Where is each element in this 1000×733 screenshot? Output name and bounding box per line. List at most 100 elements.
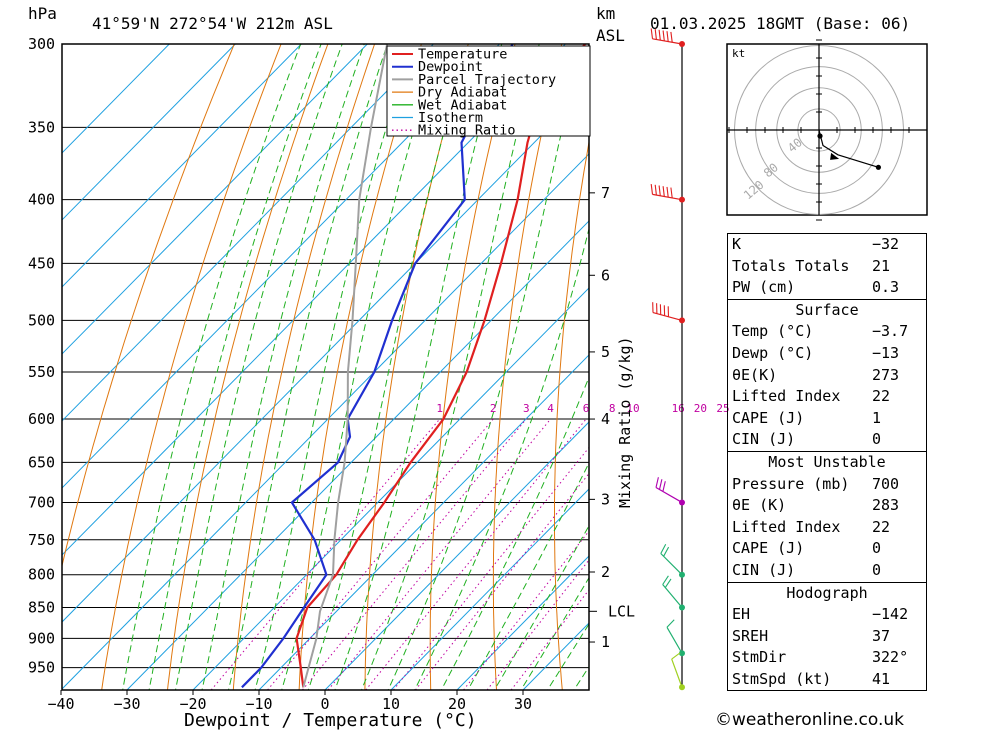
pressure-tick-label: 850 [28, 599, 55, 617]
x-tick-label: 0 [320, 695, 329, 713]
x-tick-label: 10 [382, 695, 400, 713]
dry-adiabat-line [232, 44, 376, 690]
wind-barb-flag [654, 184, 657, 196]
wind-barb [652, 38, 683, 45]
index-value: −142 [872, 605, 909, 624]
wind-profile [650, 28, 685, 691]
isotherm-line [62, 44, 500, 489]
mixing-ratio-label: 6 [583, 402, 590, 415]
wind-barb [662, 584, 683, 608]
dry-adiabat-line [429, 44, 516, 690]
mixing-ratio-label: 10 [626, 402, 639, 415]
isotherm-line [62, 44, 236, 221]
height-ref: ASL [596, 26, 625, 45]
index-label: Lifted Index [732, 387, 841, 406]
pressure-tick-label: 900 [28, 629, 55, 647]
index-row: SREH 37 [728, 626, 926, 648]
wind-barb-flag [666, 31, 669, 42]
dewpoint-line [241, 44, 514, 689]
wet-adiabat-line [546, 623, 589, 690]
wet-adiabat-line [174, 44, 343, 690]
x-tick-label: 20 [448, 695, 466, 713]
wind-barb-flag [666, 186, 669, 198]
isotherm-line [62, 44, 170, 154]
index-label: PW (cm) [732, 278, 796, 297]
wind-barb-flag [658, 29, 661, 41]
wind-barb-flag [662, 186, 665, 197]
index-label: K [732, 235, 742, 253]
index-row: CIN (J) 0 [728, 560, 926, 582]
index-row: Pressure (mb) 700 [728, 474, 926, 496]
mixing-ratio-label: 1 [436, 402, 443, 415]
wet-adiabat-line [227, 44, 388, 690]
index-value: 322° [872, 648, 909, 667]
dry-adiabat-line [364, 44, 469, 690]
wind-barb-flag [670, 31, 673, 43]
x-tick-label: −10 [245, 695, 272, 713]
index-value: 0 [872, 430, 882, 449]
pressure-tick-label: 550 [28, 363, 55, 381]
wet-adiabat-line [387, 44, 583, 690]
index-row: Lifted Index 22 [728, 517, 926, 539]
height-tick-label: 5 [601, 343, 610, 361]
index-row: Temp (°C) −3.7 [728, 321, 926, 343]
mixing-ratio-line [302, 418, 527, 690]
surface-indices: Surface Temp (°C) −3.7 Dewp (°C) −13 θE(K) 273… [727, 298, 927, 451]
hodograph-start-point [817, 133, 823, 139]
dry-adiabat-line [492, 44, 563, 690]
index-label: SREH [732, 626, 769, 645]
index-value: 0 [872, 539, 882, 558]
index-value: 22 [872, 517, 891, 536]
wet-adiabat-line [440, 375, 589, 690]
index-label: Dewp (°C) [732, 343, 814, 362]
index-label: Totals Totals [732, 256, 850, 275]
profile-series [241, 44, 586, 689]
height-tick-label: 6 [601, 266, 610, 284]
pressure-tick-label: 600 [28, 410, 55, 428]
wet-adiabat-line [201, 44, 365, 690]
index-label: StmSpd (kt) [732, 669, 832, 688]
dry-adiabat-line [934, 44, 1000, 690]
index-label: EH [732, 605, 751, 624]
x-axis-title: Dewpoint / Temperature (°C) [184, 710, 477, 731]
isotherm-line [192, 287, 589, 690]
legend-label: Isotherm [418, 110, 483, 126]
mixing-ratio-label: 20 [694, 402, 707, 415]
datetime-label: 01.03.2025 18GMT (Base: 06) [650, 14, 910, 33]
wind-barb [655, 486, 683, 503]
wet-adiabat-line [307, 44, 470, 690]
wind-barb [660, 553, 683, 576]
index-value: 1 [872, 408, 882, 427]
wind-barb-flag [664, 578, 672, 588]
height-tick-label: 4 [601, 410, 610, 428]
mixing-ratio-line [393, 446, 589, 690]
dry-adiabat-line [554, 139, 589, 690]
wind-barb-flag [650, 184, 654, 195]
dry-adiabat-line [671, 44, 702, 690]
index-label: θE (K) [732, 496, 787, 515]
isotherm-line [62, 44, 368, 355]
legend-label: Temperature [418, 47, 507, 63]
dry-adiabat-line [167, 44, 329, 690]
wind-barb-flag [654, 29, 657, 40]
index-row: StmSpd (kt) 41 [728, 669, 926, 691]
legend-label: Dry Adiabat [418, 85, 507, 101]
wind-barb-flag [662, 481, 666, 492]
index-label: CIN (J) [732, 430, 796, 449]
height-tick-label: 7 [601, 184, 610, 202]
lcl-label: LCL [608, 602, 635, 620]
location-label: 41°59'N 272°54'W 212m ASL [92, 14, 333, 33]
pressure-tick-label: 450 [28, 254, 55, 272]
pressure-tick-label: 350 [28, 118, 55, 136]
mixing-ratio-label: 8 [609, 402, 616, 415]
legend-label: Parcel Trajectory [418, 72, 556, 88]
wet-adiabat-line [148, 44, 322, 690]
wet-adiabat-line [334, 44, 503, 690]
index-row: θE(K) 273 [728, 365, 926, 387]
isotherm-line [126, 220, 589, 690]
isotherm-line [258, 354, 589, 690]
index-value: −13 [872, 343, 900, 362]
